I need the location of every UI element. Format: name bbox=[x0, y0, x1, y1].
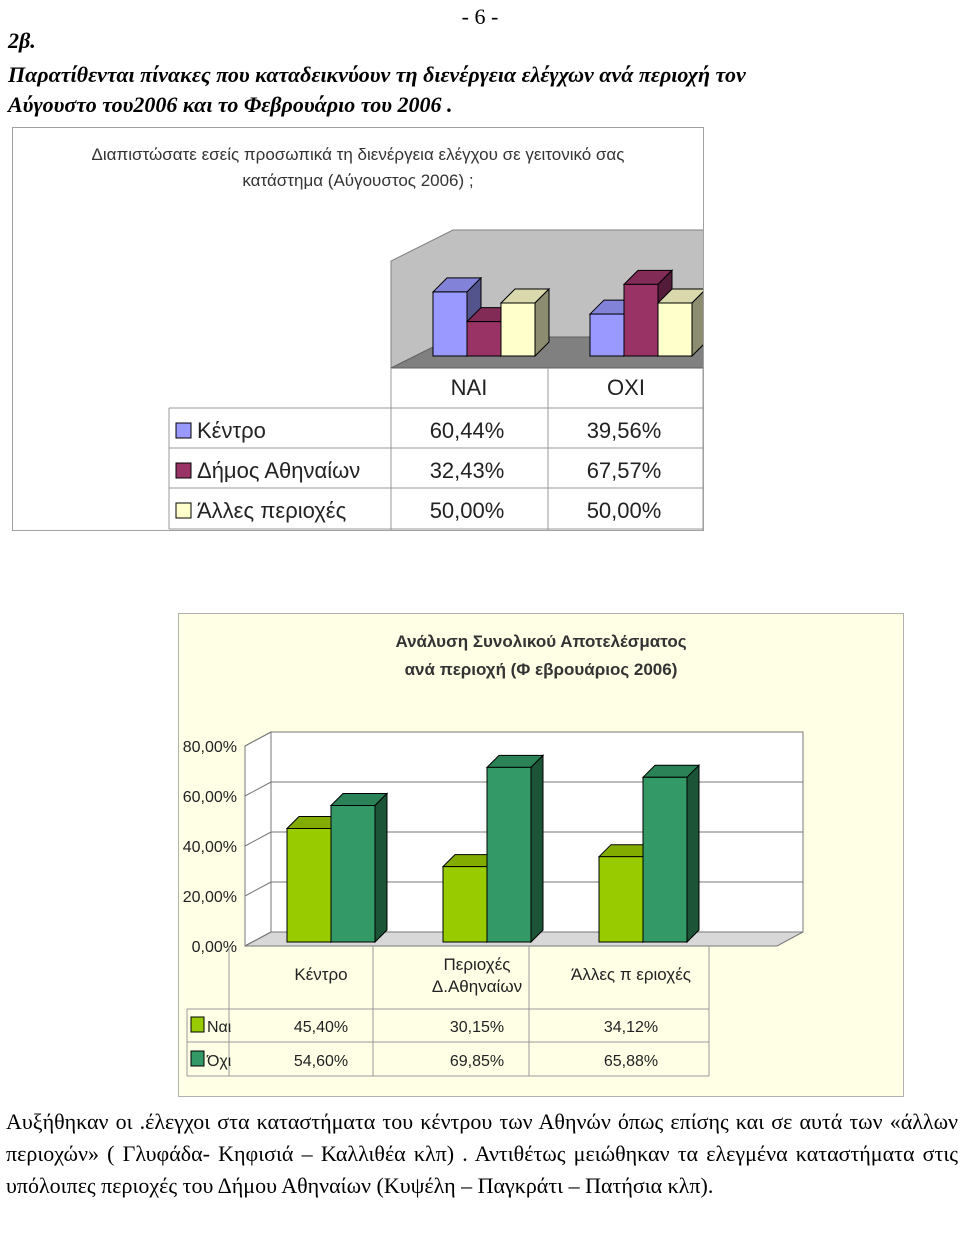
chart2-data-label: 30,15% bbox=[450, 1019, 504, 1036]
chart1-data-label: 60,44% bbox=[430, 418, 505, 443]
chart1-data-label: 50,00% bbox=[430, 498, 505, 523]
chart1-data-label: 67,57% bbox=[587, 458, 662, 483]
chart2-legend-key bbox=[190, 1016, 205, 1033]
chart1-bar-1-2-front bbox=[657, 302, 693, 357]
chart2-ytick-label: 80,00% bbox=[183, 739, 237, 756]
chart2-gridline bbox=[244, 731, 272, 747]
chart2-legend-key bbox=[190, 1050, 205, 1067]
chart2-category-label: Δ.Αθηναίων bbox=[432, 977, 522, 996]
chart2-series-label: Όχι bbox=[206, 1053, 232, 1070]
chart-february-2006-svg: Ανάλυση Συνολικού Αποτελέσματος ανά περι… bbox=[183, 632, 804, 1077]
chart2-category-label: Άλλες π εριοχές bbox=[571, 965, 691, 984]
chart1-legend-key bbox=[175, 422, 192, 439]
chart2-data-label: 45,40% bbox=[294, 1019, 348, 1036]
chart2-data-label: 69,85% bbox=[450, 1053, 504, 1070]
chart2-title-line-2: ανά περιοχή (Φ εβρουάριος 2006) bbox=[405, 660, 678, 679]
chart2-gridline bbox=[244, 781, 272, 797]
chart2-bar-2-1-side bbox=[686, 764, 700, 944]
conclusion-paragraph: Αυξήθηκαν οι .έλεγχοι στα καταστήματα το… bbox=[6, 1109, 958, 1198]
chart2-category-label: Περιοχές bbox=[444, 955, 511, 974]
chart1-legend-key bbox=[175, 502, 192, 519]
chart1-category-label: ΝΑΙ bbox=[451, 375, 488, 400]
chart-august-2006-svg: Διαπιστώσατε εσείς προσωπικά τη διενέργε… bbox=[92, 145, 764, 530]
chart1-data-label: 50,00% bbox=[587, 498, 662, 523]
chart2-bar-0-0-front bbox=[286, 828, 332, 943]
chart2-data-label: 65,88% bbox=[604, 1053, 658, 1070]
chart2-gridline bbox=[244, 831, 272, 847]
chart1-series-label: Άλλες περιοχές bbox=[197, 498, 346, 523]
chart1-bar-0-2-front bbox=[500, 302, 536, 357]
chart2-bar-0-1-side bbox=[374, 792, 388, 944]
intro-line-1: Παρατίθενται πίνακες που καταδεικνύουν τ… bbox=[8, 62, 746, 87]
chart1-bar-1-2 bbox=[656, 287, 708, 358]
chart2-data-label: 34,12% bbox=[604, 1019, 658, 1036]
chart2-ytick-label: 40,00% bbox=[183, 839, 237, 856]
chart-august-2006: Διαπιστώσατε εσείς προσωπικά τη διενέργε… bbox=[12, 127, 764, 531]
chart2-ytick-label: 0,00% bbox=[192, 939, 237, 956]
intro-text: Παρατίθενται πίνακες που καταδεικνύουν τ… bbox=[8, 60, 958, 120]
chart2-ytick-label: 20,00% bbox=[183, 889, 237, 906]
chart1-bar-1-1-front bbox=[623, 283, 659, 357]
chart2-bar-1-0-front bbox=[442, 866, 488, 943]
chart2-bar-0-1-front bbox=[330, 805, 376, 943]
chart2-category-label: Κέντρο bbox=[294, 965, 347, 984]
chart2-bar-2-1 bbox=[641, 764, 701, 944]
chart1-data-label: 39,56% bbox=[587, 418, 662, 443]
chart1-title-line-2: κατάστημα (Αύγουστος 2006) ; bbox=[242, 171, 473, 190]
chart2-data-label: 54,60% bbox=[294, 1053, 348, 1070]
chart1-legend-key bbox=[175, 462, 192, 479]
chart1-data-label: 32,43% bbox=[430, 458, 505, 483]
chart2-bar-2-1-front bbox=[642, 776, 688, 943]
chart-february-2006: Ανάλυση Συνολικού Αποτελέσματος ανά περι… bbox=[178, 613, 904, 1097]
chart2-gridline bbox=[244, 931, 272, 947]
intro-line-2: Αύγουστο του2006 και το Φεβρουάριο του 2… bbox=[8, 92, 453, 117]
chart1-series-label: Κέντρο bbox=[197, 418, 266, 443]
chart1-category-label: ΟΧΙ bbox=[607, 375, 645, 400]
chart2-bar-1-1-front bbox=[486, 766, 532, 943]
chart1-bar-0-1-front bbox=[466, 321, 502, 357]
chart2-ytick-label: 60,00% bbox=[183, 789, 237, 806]
section-label: 2β. bbox=[8, 28, 36, 53]
chart2-title-line-1: Ανάλυση Συνολικού Αποτελέσματος bbox=[395, 632, 686, 651]
chart2-bar-1-1-side bbox=[530, 754, 544, 944]
chart2-bar-0-1 bbox=[329, 792, 389, 944]
page-number: - 6 - bbox=[461, 4, 499, 29]
chart1-bar-0-0-front bbox=[432, 291, 468, 357]
chart2-gridline bbox=[244, 881, 272, 897]
chart2-series-label: Ναι bbox=[207, 1019, 232, 1036]
chart2-bar-2-0-front bbox=[598, 856, 644, 943]
chart1-series-label: Δήμος Αθηναίων bbox=[197, 458, 360, 483]
chart2-bar-1-1 bbox=[485, 754, 545, 944]
chart1-bar-0-2 bbox=[499, 287, 551, 358]
chart1-title-line-1: Διαπιστώσατε εσείς προσωπικά τη διενέργε… bbox=[92, 145, 625, 164]
chart1-bar-1-0-front bbox=[589, 313, 625, 357]
